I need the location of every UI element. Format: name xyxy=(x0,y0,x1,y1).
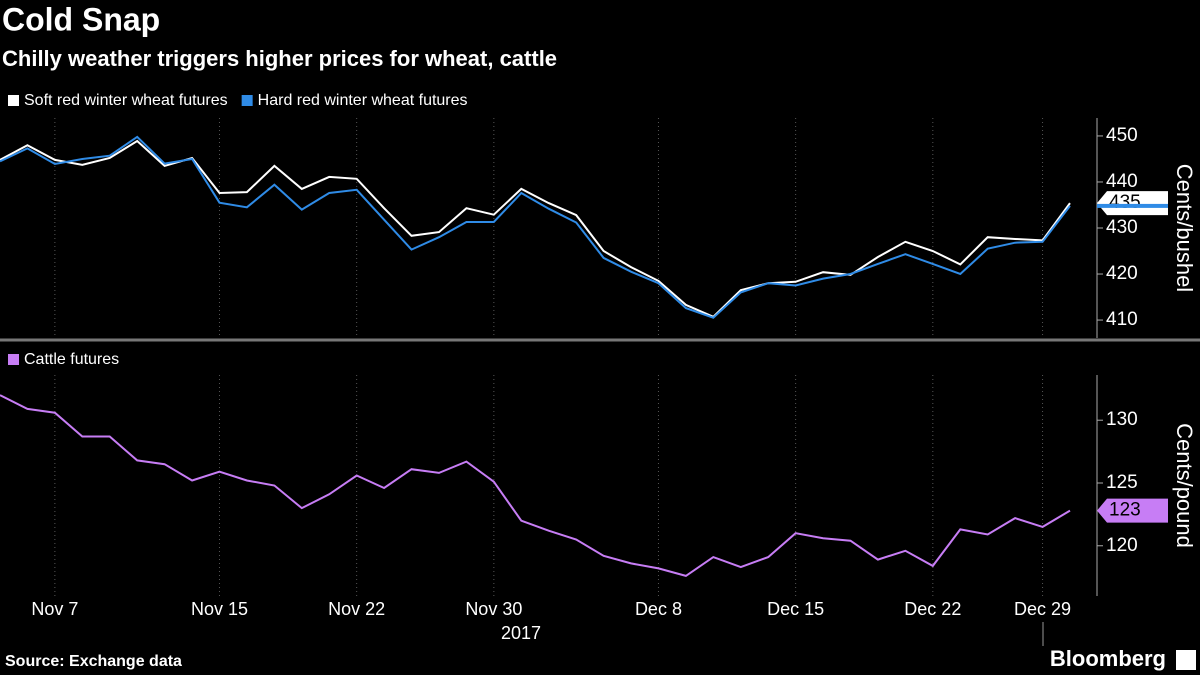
brand-icon xyxy=(1176,650,1196,670)
y-axis-label: Cents/pound xyxy=(1172,423,1197,548)
value-label: 435 xyxy=(1109,192,1141,213)
x-tick-label: Nov 15 xyxy=(191,599,248,619)
y-tick-label: 120 xyxy=(1106,535,1138,556)
source: Source: Exchange data xyxy=(5,653,182,670)
series-line xyxy=(0,135,1071,319)
x-annotation: 2017 xyxy=(501,623,541,643)
y-tick-label: 420 xyxy=(1106,263,1138,284)
x-tick-label: Dec 22 xyxy=(904,599,961,619)
legend-label: Soft red winter wheat futures xyxy=(24,92,228,109)
y-tick-label: 130 xyxy=(1106,409,1138,430)
y-tick-label: 410 xyxy=(1106,309,1138,330)
y-tick-label: 125 xyxy=(1106,472,1138,493)
x-tick-label: Dec 29 xyxy=(1014,599,1071,619)
legend-label: Cattle futures xyxy=(24,351,119,368)
y-tick-label: 430 xyxy=(1106,217,1138,238)
legend-swatch xyxy=(241,95,253,106)
x-tick-label: Nov 7 xyxy=(31,599,78,619)
value-label-box xyxy=(1097,498,1168,523)
y-tick-label: 450 xyxy=(1106,125,1138,146)
x-tick-label: Nov 30 xyxy=(465,599,522,619)
chart-subtitle: Chilly weather triggers higher prices fo… xyxy=(2,46,557,71)
x-tick-label: Nov 22 xyxy=(328,599,385,619)
series-line xyxy=(0,394,1071,577)
last-value-marker xyxy=(1097,203,1168,208)
legend-swatch xyxy=(8,95,19,106)
chart-title: Cold Snap xyxy=(2,1,160,37)
value-label-box xyxy=(1097,191,1168,216)
x-tick-label: Dec 15 xyxy=(767,599,824,619)
y-axis-label: Cents/bushel xyxy=(1172,164,1197,292)
x-tick-label: Dec 8 xyxy=(635,599,682,619)
value-label: 123 xyxy=(1109,500,1141,521)
legend-label: Hard red winter wheat futures xyxy=(258,92,468,109)
brand: Bloomberg xyxy=(1050,646,1166,671)
y-tick-label: 440 xyxy=(1106,171,1138,192)
legend-swatch xyxy=(8,354,19,365)
